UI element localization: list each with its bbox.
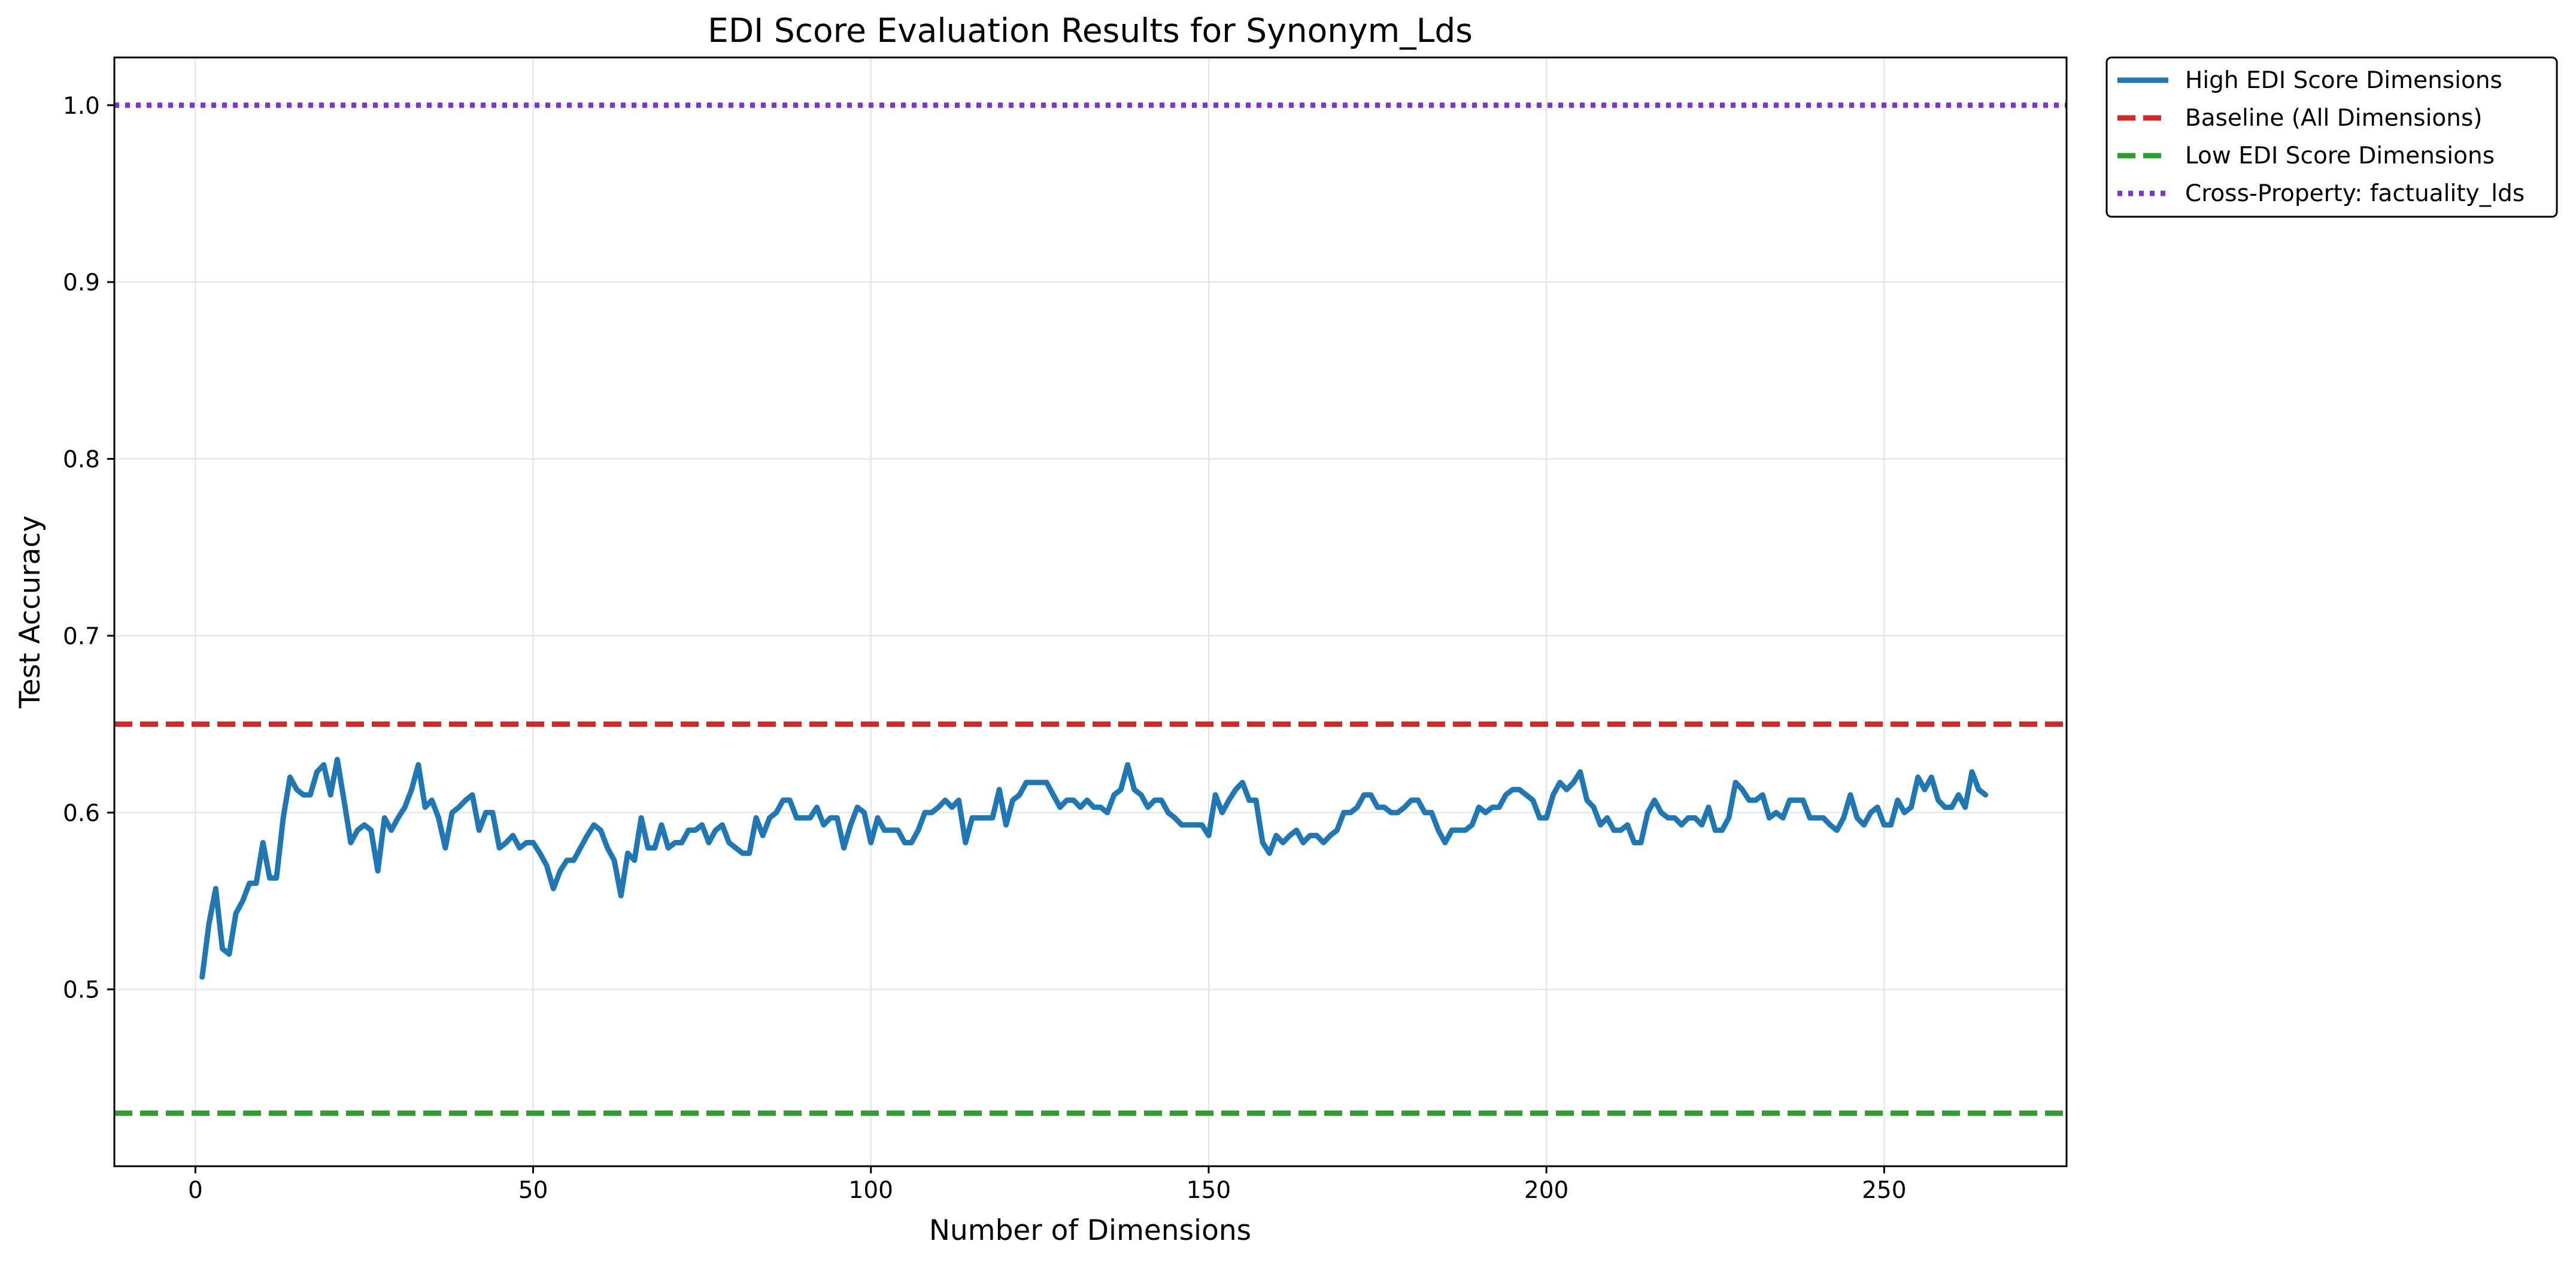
ticks: 0 50 100 150 200 250 0.5 0.6 0.7 0.8 0.9 1.0 xyxy=(63,93,1907,1204)
plot-frame xyxy=(113,56,2068,1167)
x-tick-label: 200 xyxy=(1524,1177,1568,1204)
y-tick-label: 0.6 xyxy=(63,800,100,827)
x-tick-label: 100 xyxy=(849,1177,893,1204)
y-tick-label: 0.8 xyxy=(63,447,100,474)
legend-label-low-edi-score-dimensions: Low EDI Score Dimensions xyxy=(2185,142,2495,169)
x-tick-label: 250 xyxy=(1862,1177,1906,1204)
x-axis-label: Number of Dimensions xyxy=(929,1214,1251,1247)
y-tick-label: 0.5 xyxy=(63,977,100,1004)
grid xyxy=(114,57,2067,1166)
chart-title: EDI Score Evaluation Results for Synonym… xyxy=(708,11,1473,50)
y-tick-label: 1.0 xyxy=(63,93,100,120)
legend-label-high-edi-score-dimensions: High EDI Score Dimensions xyxy=(2185,67,2502,94)
y-tick-label: 0.7 xyxy=(63,623,100,650)
legend: High EDI Score Dimensions Baseline (All D… xyxy=(2105,56,2558,218)
legend-label-cross-property-factuality-lds: Cross-Property: factuality_lds xyxy=(2185,180,2525,207)
x-tick-label: 50 xyxy=(518,1177,548,1204)
legend-label-baseline-all-dimensions: Baseline (All Dimensions) xyxy=(2185,105,2483,132)
y-tick-label: 0.9 xyxy=(63,269,100,296)
series-line-high-edi-score-dimensions xyxy=(199,757,1989,980)
series-layer xyxy=(114,102,2067,1116)
x-tick-label: 150 xyxy=(1187,1177,1231,1204)
y-axis-label: Test Accuracy xyxy=(14,515,47,709)
x-tick-label: 0 xyxy=(188,1177,203,1204)
legend-box xyxy=(2105,56,2558,218)
